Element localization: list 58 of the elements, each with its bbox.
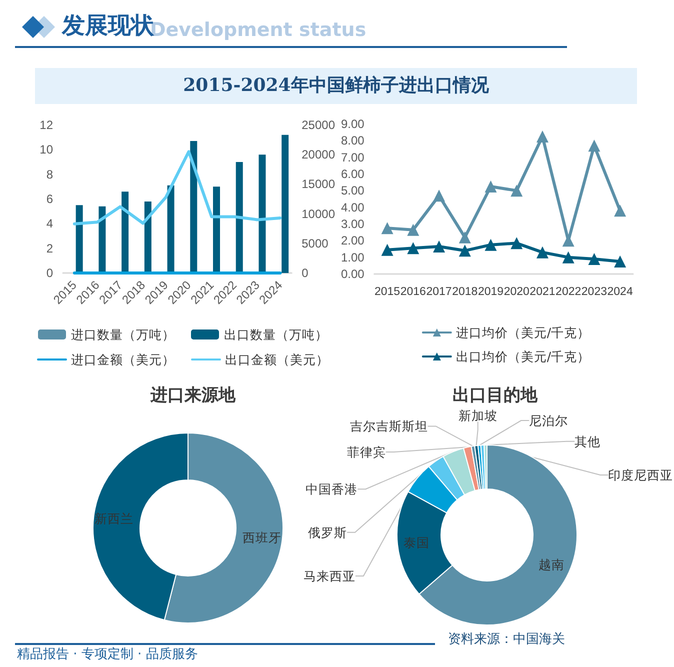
- slice-label: 越南: [538, 556, 565, 572]
- slice-label: 新加坡: [458, 408, 498, 423]
- x-tick-label: 2019: [478, 286, 504, 298]
- text: 资料来源：中国海关: [448, 632, 565, 648]
- slice-label: 吉尔吉斯斯坦: [350, 418, 428, 434]
- slice-label: 泰国: [403, 535, 430, 550]
- title-banner: 2015-2024年中国鲜柿子进出口情况: [35, 68, 637, 104]
- x-tick-label: 2022: [556, 286, 582, 298]
- x-tick-label: 2018: [452, 286, 478, 298]
- chart-title: 出口目的地: [452, 386, 538, 406]
- y-tick-label: 5.00: [340, 184, 365, 198]
- y2-tick-label: 5000: [302, 236, 329, 250]
- y-tick-label: 12: [40, 118, 54, 132]
- slice-label: 中国香港: [306, 482, 358, 497]
- y-tick-label: 4.00: [340, 200, 365, 214]
- y-tick-label: 8: [46, 167, 54, 182]
- text: 精品报告 · 专项定制 · 品质服务: [17, 647, 198, 663]
- x-tick-label: 2017: [426, 286, 452, 298]
- slice-label: 马来西亚: [303, 568, 356, 584]
- y2-tick-label: 0: [302, 266, 309, 280]
- chart-title: 进口来源地: [150, 386, 236, 406]
- x-tick-label: 2020: [504, 286, 530, 298]
- slice-label: 印度尼西亚: [608, 468, 674, 482]
- y-tick-label: 7.00: [340, 150, 365, 164]
- y-tick-label: 3.00: [340, 217, 365, 231]
- y2-tick-label: 20000: [302, 148, 336, 162]
- x-tick-label: 2023: [581, 286, 607, 298]
- slice-label: 其他: [574, 434, 601, 449]
- y-tick-label: 6: [46, 192, 54, 206]
- y-tick-label: 9.00: [340, 117, 365, 131]
- legend-label: 进口数量（万吨）: [71, 327, 175, 342]
- y-tick-label: 0.00: [340, 267, 365, 281]
- legend-label: 进口金额（美元）: [71, 352, 175, 367]
- x-tick-label: 2016: [400, 286, 426, 298]
- slice-label: 尼泊尔: [529, 413, 568, 428]
- y2-tick-label: 15000: [302, 177, 336, 192]
- x-tick-label: 2021: [530, 286, 556, 298]
- y-tick-label: 4: [46, 216, 54, 231]
- y-tick-label: 2.00: [340, 234, 365, 248]
- legend-label: 出口均价（美元/千克）: [456, 349, 590, 364]
- y-tick-label: 8.00: [340, 134, 365, 148]
- x-tick-label: 2015: [374, 286, 400, 298]
- text: 发展现状: [62, 12, 154, 39]
- y-tick-label: 1.00: [340, 250, 365, 264]
- y2-tick-label: 10000: [302, 206, 336, 221]
- y2-tick-label: 25000: [302, 118, 336, 132]
- x-tick-label: 2024: [607, 286, 634, 298]
- slice-label: 俄罗斯: [308, 524, 348, 540]
- slice-label: 西班牙: [242, 530, 282, 545]
- legend-label: 出口数量（万吨）: [224, 327, 328, 342]
- legend-label: 出口金额（美元）: [225, 352, 329, 367]
- slice-label: 新西兰: [94, 511, 134, 526]
- y-tick-label: 10: [40, 142, 54, 157]
- y-tick-label: 2: [46, 241, 54, 256]
- legend-label: 进口均价（美元/千克）: [456, 325, 590, 340]
- y-tick-label: 6.00: [340, 167, 365, 181]
- y-tick-label: 0: [46, 266, 54, 280]
- slice-label: 菲律宾: [346, 444, 386, 460]
